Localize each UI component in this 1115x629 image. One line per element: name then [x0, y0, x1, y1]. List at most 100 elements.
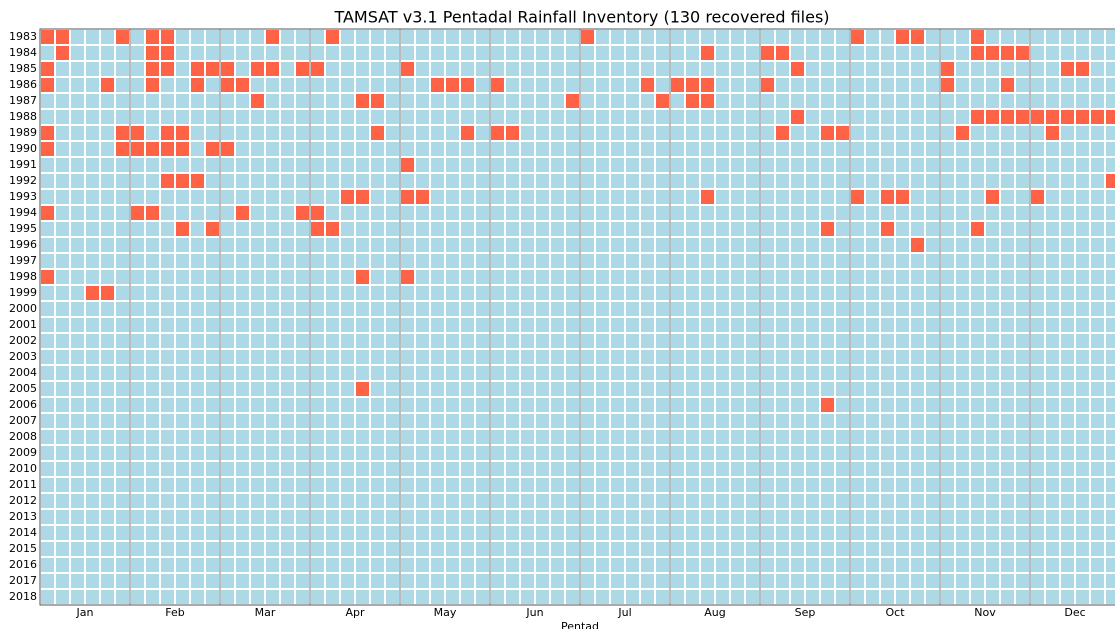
recovered-cell — [296, 206, 309, 220]
recovered-cell — [1061, 62, 1074, 76]
recovered-cell — [701, 78, 714, 92]
recovered-cell — [851, 30, 864, 44]
recovered-cell — [581, 30, 594, 44]
x-axis-label: Pentad — [561, 620, 599, 629]
recovered-cell — [146, 62, 159, 76]
x-tick-label: Nov — [974, 606, 996, 619]
x-tick-label: Jul — [617, 606, 631, 619]
recovered-cell — [146, 78, 159, 92]
x-tick-label: Aug — [704, 606, 725, 619]
recovered-cell — [911, 30, 924, 44]
y-tick-label: 1983 — [9, 30, 37, 43]
recovered-cell — [776, 46, 789, 60]
recovered-cell — [1091, 110, 1104, 124]
recovered-cell — [401, 270, 414, 284]
y-tick-label: 2011 — [9, 478, 37, 491]
y-tick-label: 2008 — [9, 430, 37, 443]
recovered-cell — [116, 30, 129, 44]
recovered-cell — [146, 142, 159, 156]
y-tick-label: 1985 — [9, 62, 37, 75]
recovered-cell — [191, 174, 204, 188]
recovered-cell — [1046, 110, 1059, 124]
recovered-cell — [41, 206, 54, 220]
recovered-cell — [266, 30, 279, 44]
recovered-cell — [671, 78, 684, 92]
recovered-cell — [686, 78, 699, 92]
recovered-cell — [491, 78, 504, 92]
recovered-cell — [146, 206, 159, 220]
y-tick-label: 1988 — [9, 110, 37, 123]
recovered-cell — [146, 46, 159, 60]
recovered-cell — [131, 142, 144, 156]
recovered-cell — [896, 190, 909, 204]
y-tick-label: 2006 — [9, 398, 37, 411]
recovered-cell — [131, 206, 144, 220]
recovered-cell — [791, 110, 804, 124]
recovered-cell — [986, 46, 999, 60]
recovered-cell — [656, 94, 669, 108]
x-tick-label: May — [434, 606, 457, 619]
recovered-cell — [266, 62, 279, 76]
recovered-cell — [461, 126, 474, 140]
y-tick-label: 1993 — [9, 190, 37, 203]
recovered-cell — [971, 30, 984, 44]
recovered-cell — [1031, 190, 1044, 204]
recovered-cell — [176, 174, 189, 188]
recovered-cell — [836, 126, 849, 140]
recovered-cell — [776, 126, 789, 140]
recovered-cell — [506, 126, 519, 140]
recovered-cell — [41, 142, 54, 156]
recovered-cell — [701, 190, 714, 204]
recovered-cell — [371, 126, 384, 140]
recovered-cell — [1016, 46, 1029, 60]
recovered-cell — [1106, 110, 1115, 124]
recovered-cell — [821, 398, 834, 412]
recovered-cell — [1031, 110, 1044, 124]
recovered-cell — [701, 94, 714, 108]
x-tick-label: Jun — [525, 606, 543, 619]
x-tick-label: Oct — [885, 606, 905, 619]
recovered-cell — [356, 94, 369, 108]
y-tick-label: 2012 — [9, 494, 37, 507]
y-tick-label: 1987 — [9, 94, 37, 107]
y-tick-label: 2004 — [9, 366, 37, 379]
recovered-cell — [1076, 110, 1089, 124]
recovered-cell — [161, 46, 174, 60]
y-tick-label: 2013 — [9, 510, 37, 523]
y-tick-label: 2009 — [9, 446, 37, 459]
recovered-cell — [41, 62, 54, 76]
recovered-cell — [191, 62, 204, 76]
recovered-cell — [761, 46, 774, 60]
recovered-cell — [161, 142, 174, 156]
y-tick-label: 1990 — [9, 142, 37, 155]
recovered-cell — [821, 126, 834, 140]
recovered-cell — [971, 46, 984, 60]
recovered-cell — [341, 190, 354, 204]
recovered-cell — [791, 62, 804, 76]
recovered-cell — [101, 78, 114, 92]
recovered-cell — [686, 94, 699, 108]
y-tick-label: 1986 — [9, 78, 37, 91]
y-tick-label: 1989 — [9, 126, 37, 139]
recovered-cell — [206, 142, 219, 156]
y-tick-label: 2017 — [9, 574, 37, 587]
recovered-cell — [986, 110, 999, 124]
recovered-cell — [221, 142, 234, 156]
x-tick-label: Apr — [345, 606, 365, 619]
recovered-cell — [1106, 174, 1115, 188]
y-tick-label: 1998 — [9, 270, 37, 283]
recovered-cell — [296, 62, 309, 76]
recovered-cell — [176, 222, 189, 236]
recovered-cell — [176, 126, 189, 140]
recovered-cell — [1001, 78, 1014, 92]
y-tick-label: 2000 — [9, 302, 37, 315]
recovered-cell — [221, 78, 234, 92]
recovered-cell — [41, 126, 54, 140]
recovered-cell — [356, 382, 369, 396]
recovered-cell — [326, 222, 339, 236]
recovered-cell — [941, 62, 954, 76]
recovered-cell — [461, 78, 474, 92]
recovered-cell — [206, 222, 219, 236]
x-tick-label: Jan — [76, 606, 94, 619]
